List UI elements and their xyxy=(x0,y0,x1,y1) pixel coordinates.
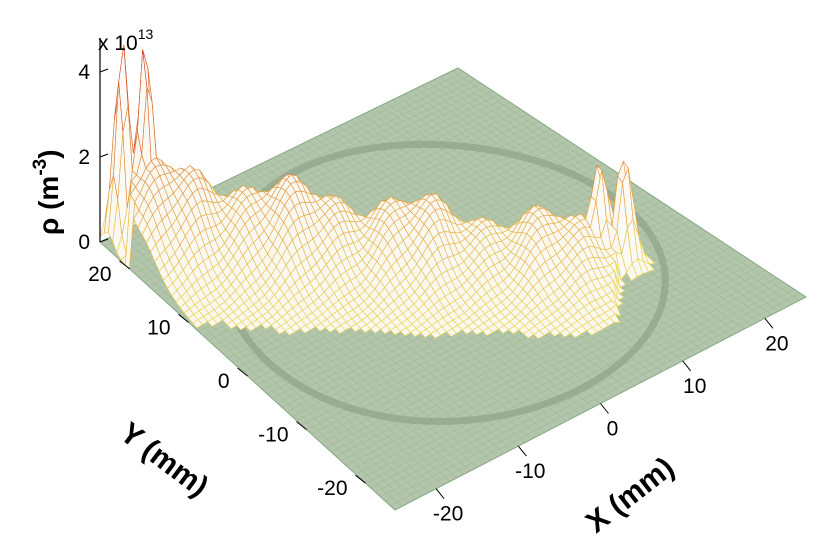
y-tick-label: -10 xyxy=(258,424,288,447)
y-tick-label: 0 xyxy=(218,370,230,393)
y-tick-mark xyxy=(237,367,248,377)
axes: 0 2 4 -20 -10 0 10 20 -20 -10 0 10 20 xyxy=(78,38,789,526)
x-axis-label: X (mm) xyxy=(580,451,680,540)
y-tick-mark xyxy=(355,474,366,484)
y-tick-label: 10 xyxy=(147,316,170,339)
z-axis-label: ρ (m-3) xyxy=(30,149,64,235)
z-tick-label: 0 xyxy=(78,231,90,254)
x-tick-mark xyxy=(600,403,609,414)
z-multiplier-exp: 13 xyxy=(138,26,154,42)
z-tick-mark xyxy=(99,153,109,158)
surface-cell xyxy=(644,253,656,265)
z-tick-label: 2 xyxy=(78,146,90,169)
surface-cell xyxy=(609,313,621,323)
surface-cell xyxy=(613,280,625,301)
surface-cell xyxy=(610,304,622,317)
z-axis-label-close: ) xyxy=(33,149,64,158)
x-tick-mark xyxy=(764,317,774,329)
y-axis-label: Y (mm) xyxy=(114,416,215,503)
surface-cell xyxy=(612,290,624,307)
z-multiplier-base: x 10 xyxy=(98,32,138,55)
x-tick-label: -10 xyxy=(515,460,545,483)
x-tick-label: -20 xyxy=(433,503,463,526)
surface-cell xyxy=(611,299,623,311)
y-tick-mark xyxy=(178,314,189,323)
z-tick-mark xyxy=(99,238,109,243)
y-tick-label: -20 xyxy=(317,477,347,500)
z-axis-label-exp: -3 xyxy=(30,159,51,176)
z-tick-label: 4 xyxy=(78,61,90,84)
surface-cell xyxy=(642,260,655,273)
surface-mesh xyxy=(99,44,656,340)
z-multiplier: x 1013 xyxy=(98,26,153,55)
x-tick-label: 20 xyxy=(765,332,788,355)
surface-cell xyxy=(614,261,627,288)
x-tick-label: 0 xyxy=(607,418,619,441)
x-tick-mark xyxy=(435,488,445,500)
y-tick-label: 20 xyxy=(88,263,111,286)
x-tick-label: 10 xyxy=(683,375,706,398)
y-tick-mark xyxy=(119,260,130,270)
z-axis-label-base: ρ (m xyxy=(33,176,64,235)
x-tick-mark xyxy=(517,445,527,457)
x-tick-mark xyxy=(682,360,692,372)
surface-cell xyxy=(614,270,626,295)
z-tick-mark xyxy=(99,68,109,73)
y-tick-mark xyxy=(296,421,307,430)
